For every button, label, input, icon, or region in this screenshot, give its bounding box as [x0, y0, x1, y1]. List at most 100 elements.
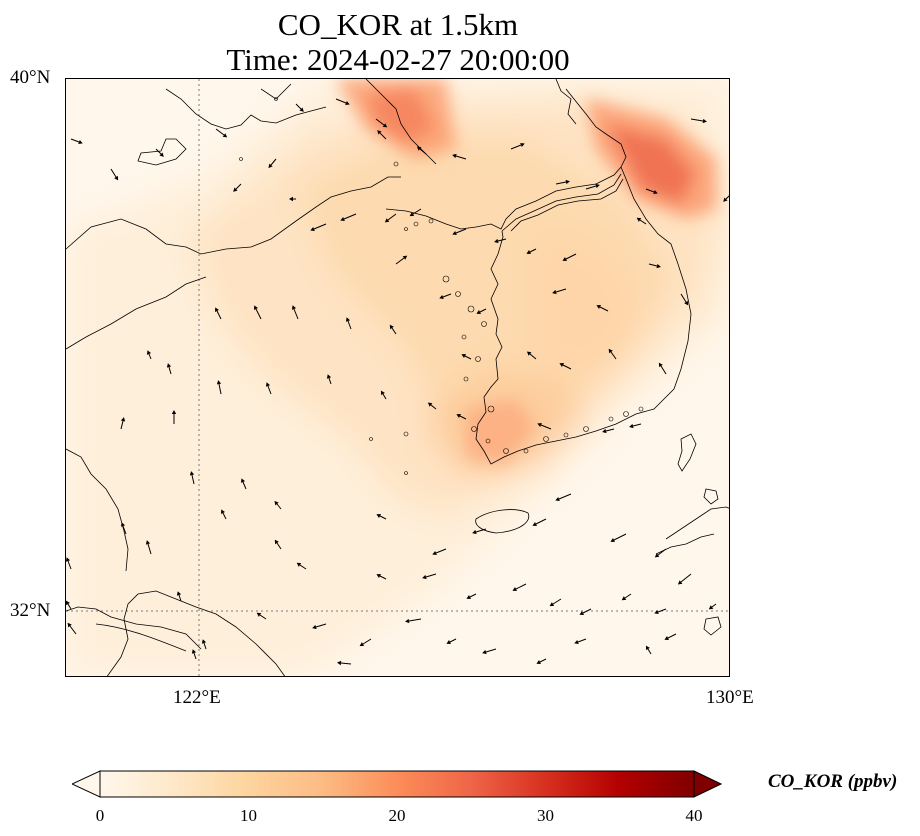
wind-arrow — [536, 658, 547, 664]
wind-arrow — [289, 196, 296, 202]
wind-arrow — [476, 308, 487, 314]
wind-arrow — [120, 522, 127, 535]
wind-arrow — [409, 208, 422, 217]
wind-arrow — [439, 293, 452, 300]
wind-arrow — [376, 574, 387, 580]
wind-arrow — [191, 649, 197, 660]
wind-arrow — [274, 539, 282, 550]
wind-arrow — [145, 540, 152, 555]
colorbar-min-extend — [72, 770, 101, 798]
colorbar-tick-label: 20 — [388, 806, 406, 825]
lon-tick-label: 122°E — [173, 687, 221, 708]
colorbar-max-extend — [693, 770, 722, 798]
wind-arrow — [549, 598, 562, 607]
wind-arrow — [526, 248, 537, 254]
wind-arrow — [416, 146, 427, 155]
wind-arrow — [574, 638, 587, 645]
colorbar-tick-label: 40 — [685, 806, 703, 825]
coastlines — [66, 79, 729, 676]
wind-arrow — [67, 622, 77, 635]
wind-arrow — [472, 528, 487, 535]
wind-arrow — [221, 509, 227, 520]
wind-arrow — [345, 317, 352, 330]
wind-arrow — [690, 118, 707, 124]
wind-arrow — [427, 402, 437, 410]
wind-arrow — [296, 562, 307, 570]
colorbar-tick-label: 0 — [95, 806, 105, 825]
wind-vectors — [66, 98, 729, 666]
wind-arrow — [608, 348, 617, 360]
wind-arrow — [240, 478, 247, 490]
wind-arrow — [120, 417, 126, 430]
wind-arrow — [648, 263, 661, 269]
colorbar-tick-label: 30 — [537, 806, 554, 825]
wind-arrow — [146, 350, 152, 360]
wind-arrow — [233, 183, 242, 192]
wind-arrow — [537, 422, 552, 430]
wind-arrow — [602, 428, 615, 434]
wind-arrow — [110, 168, 119, 181]
wind-arrow — [512, 583, 527, 591]
wind-arrow — [66, 557, 72, 570]
wind-arrow — [645, 188, 658, 195]
wind-arrow — [375, 118, 388, 128]
wind-arrow — [645, 645, 652, 655]
wind-arrow — [482, 648, 497, 655]
wind-arrow — [254, 305, 262, 320]
map-canvas — [66, 79, 729, 676]
wind-arrow — [171, 410, 177, 424]
wind-arrow — [579, 608, 592, 615]
coastline-islands — [239, 97, 644, 475]
wind-arrow — [446, 638, 457, 644]
gridlines — [66, 79, 729, 676]
wind-arrow — [555, 493, 572, 502]
wind-arrow — [176, 591, 182, 602]
wind-arrow — [377, 130, 387, 140]
colorbar-label: CO_KOR (ppbv) — [768, 771, 898, 792]
wind-arrow — [389, 324, 397, 335]
wind-arrow — [456, 414, 467, 420]
wind-arrow — [559, 363, 572, 370]
wind-arrow — [461, 354, 472, 360]
wind-arrow — [452, 153, 467, 160]
wind-arrow — [155, 148, 164, 157]
wind-arrow — [340, 213, 357, 222]
wind-arrow — [291, 305, 299, 320]
wind-arrow — [494, 238, 507, 244]
wind-arrow — [526, 351, 537, 360]
wind-arrow — [265, 382, 272, 395]
wind-arrow — [466, 593, 477, 599]
wind-arrow — [510, 142, 525, 150]
wind-arrow — [295, 103, 304, 112]
wind-arrow — [312, 623, 327, 630]
wind-arrow — [405, 618, 422, 624]
wind-arrow — [432, 548, 447, 556]
wind-arrow — [384, 213, 397, 223]
colorbar — [72, 770, 722, 798]
colorbar-gradient — [99, 770, 695, 798]
wind-arrow — [201, 639, 207, 650]
wind-arrow — [215, 128, 228, 138]
wind-arrow — [654, 608, 667, 615]
wind-arrow — [532, 518, 547, 526]
wind-arrow — [70, 138, 83, 145]
map-area — [65, 78, 730, 677]
colorbar-tick-label: 10 — [240, 806, 257, 825]
wind-arrow — [256, 612, 267, 620]
chart-time: Time: 2024-02-27 20:00:00 — [226, 42, 570, 77]
wind-arrow — [216, 380, 222, 395]
wind-arrow — [636, 217, 647, 225]
wind-arrow — [395, 255, 408, 265]
wind-arrow — [629, 423, 642, 429]
wind-arrow — [654, 548, 667, 558]
wind-arrow — [708, 603, 717, 610]
wind-arrow — [380, 390, 387, 400]
wind-arrow — [215, 307, 222, 320]
wind-arrow — [664, 633, 677, 640]
wind-arrow — [337, 660, 352, 666]
lat-tick-label: 32°N — [10, 600, 51, 621]
wind-arrow — [310, 223, 327, 232]
wind-arrow — [422, 573, 437, 580]
wind-arrow — [268, 158, 277, 169]
wind-arrow — [326, 374, 332, 385]
